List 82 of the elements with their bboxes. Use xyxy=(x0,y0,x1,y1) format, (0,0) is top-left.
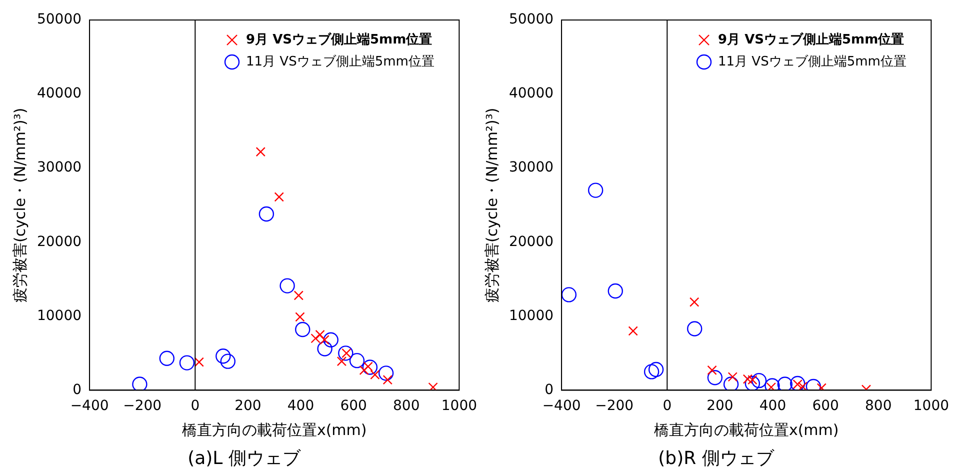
point xyxy=(132,376,148,390)
point xyxy=(310,334,320,344)
y-tick-label: 50000 xyxy=(508,12,554,28)
y-axis-title: 疲労被害(cycle・(N/mm²)³) xyxy=(10,108,29,302)
point xyxy=(258,206,274,222)
x-tick-label: −200 xyxy=(123,398,162,414)
x-tick-label: 0 xyxy=(662,398,672,414)
point xyxy=(790,376,806,390)
x-tick-label: 800 xyxy=(865,398,892,414)
point xyxy=(194,357,204,367)
y-tick-label: 50000 xyxy=(36,12,82,28)
y-tick-label: 30000 xyxy=(36,160,82,176)
x-tick-label: 400 xyxy=(287,398,314,414)
x-axis-title: 橋直方向の載荷位置x(mm) xyxy=(182,420,367,439)
x-tick-label: −200 xyxy=(595,398,634,414)
legend-label: 9月 VSウェブ側止端5mm位置 xyxy=(718,31,904,48)
y-tick-label: 10000 xyxy=(36,308,82,324)
point xyxy=(294,290,304,300)
x-tick-label: 400 xyxy=(759,398,786,414)
point xyxy=(362,360,378,375)
point xyxy=(690,297,700,307)
x-tick-label: 200 xyxy=(706,398,734,414)
text: (a)L 側ウェブ xyxy=(188,447,300,470)
point xyxy=(295,312,305,322)
x-tick-label: 200 xyxy=(234,398,262,414)
point xyxy=(382,374,392,385)
x-axis-title: 橋直方向の載荷位置x(mm) xyxy=(654,420,839,439)
y-tick-label: 30000 xyxy=(508,160,554,176)
point xyxy=(336,356,347,366)
y-tick-label: 40000 xyxy=(36,86,82,102)
point xyxy=(816,383,826,390)
y-tick-label: 20000 xyxy=(508,234,554,250)
y-tick-label: 10000 xyxy=(508,308,554,324)
text: (b)R 側ウェブ xyxy=(658,447,774,470)
point xyxy=(644,364,660,380)
point xyxy=(723,376,739,390)
y-tick-label: 0 xyxy=(72,382,82,398)
y-tick-label: 0 xyxy=(544,382,554,398)
y-axis-title: 疲労被害(cycle・(N/mm²)³) xyxy=(482,108,501,302)
x-tick-label: 0 xyxy=(190,398,200,414)
point xyxy=(648,362,664,378)
point xyxy=(378,366,394,381)
point xyxy=(628,326,638,336)
point xyxy=(315,330,325,340)
x-tick-label: −400 xyxy=(70,398,109,414)
point xyxy=(295,322,310,338)
point xyxy=(588,182,604,198)
point xyxy=(608,283,623,299)
point xyxy=(179,355,195,370)
point xyxy=(317,341,332,356)
point xyxy=(220,354,236,369)
x-tick-label: 600 xyxy=(812,398,839,414)
point xyxy=(751,372,767,388)
point xyxy=(338,346,354,361)
x-tick-label: 1000 xyxy=(913,398,950,414)
point xyxy=(728,372,738,382)
x-tick-label: −400 xyxy=(542,398,581,414)
point xyxy=(744,376,760,390)
point xyxy=(428,382,438,390)
point xyxy=(320,335,330,345)
point xyxy=(280,278,295,294)
legend-label: 11月 VSウェブ側止端5mm位置 xyxy=(718,54,906,70)
y-tick-label: 40000 xyxy=(508,86,554,102)
y-tick-label: 20000 xyxy=(36,234,82,250)
point xyxy=(159,350,174,366)
point xyxy=(323,332,338,348)
point xyxy=(707,365,717,376)
legend-label: 11月 VSウェブ側止端5mm位置 xyxy=(246,54,434,70)
x-tick-label: 1000 xyxy=(441,398,478,414)
point xyxy=(707,370,723,386)
point xyxy=(349,352,365,368)
point xyxy=(562,287,577,302)
point xyxy=(274,192,284,202)
point xyxy=(359,365,369,376)
point xyxy=(370,370,380,380)
x-tick-label: 800 xyxy=(393,398,420,414)
point xyxy=(216,348,231,364)
point xyxy=(256,146,266,157)
point xyxy=(777,376,793,390)
point xyxy=(687,321,702,336)
legend-label: 9月 VSウェブ側止端5mm位置 xyxy=(246,31,432,48)
x-tick-label: 600 xyxy=(340,398,367,414)
